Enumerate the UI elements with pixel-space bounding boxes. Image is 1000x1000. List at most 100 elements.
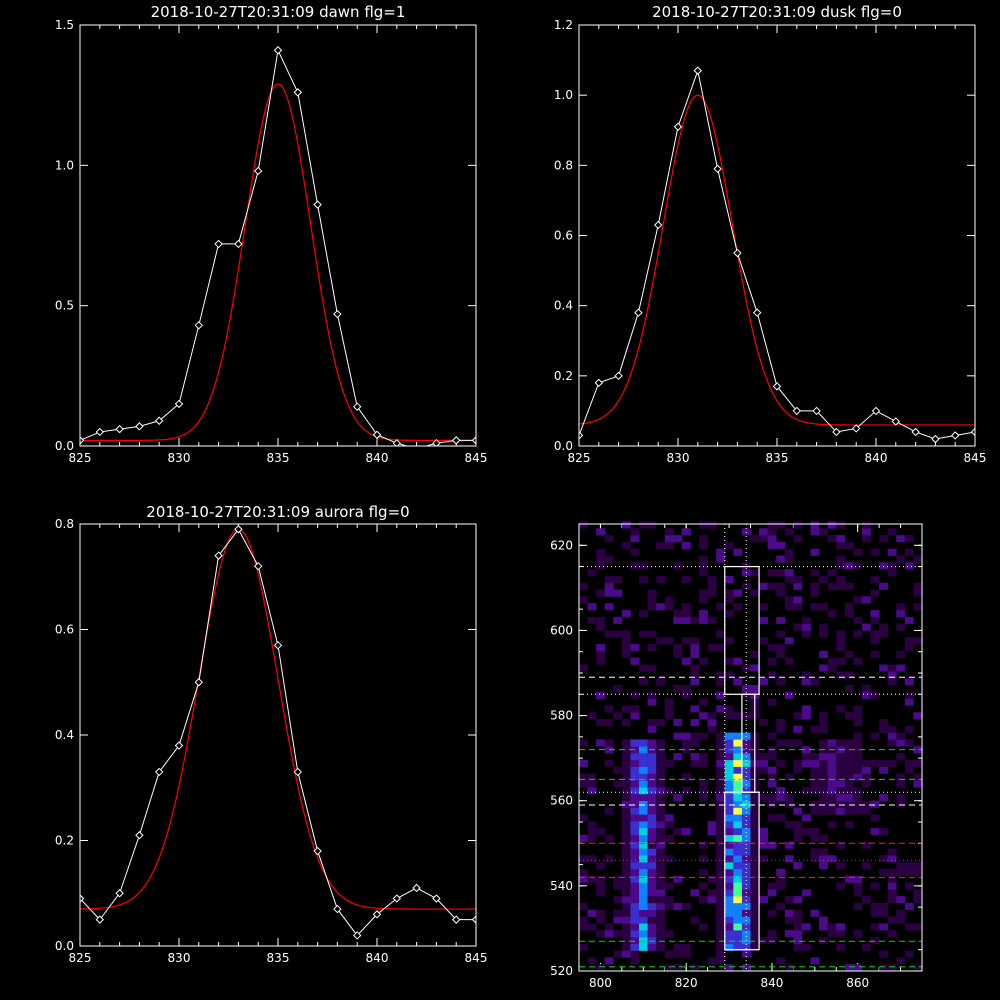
plot-frame bbox=[79, 24, 477, 447]
heatmap-cell bbox=[621, 637, 631, 645]
data-point bbox=[653, 220, 663, 230]
heatmap-cell bbox=[733, 827, 743, 836]
y-tick-label: 620 bbox=[550, 538, 573, 552]
heatmap-cell bbox=[673, 753, 683, 761]
heatmap-cell bbox=[647, 909, 657, 917]
heatmap-cell bbox=[870, 548, 880, 556]
heatmap-cell bbox=[621, 718, 631, 727]
data-point bbox=[313, 200, 322, 209]
heatmap-cell bbox=[681, 603, 691, 611]
heatmap-cell bbox=[853, 630, 863, 638]
heatmap-cell bbox=[844, 964, 854, 972]
heatmap-cell bbox=[707, 589, 717, 597]
heatmap-cell bbox=[870, 609, 880, 618]
heatmap-cell bbox=[647, 875, 657, 883]
heatmap-cell bbox=[621, 541, 631, 549]
heatmap-cell bbox=[621, 793, 631, 802]
data-point bbox=[214, 551, 223, 560]
heatmap-cell bbox=[681, 616, 691, 624]
heatmap-cell bbox=[750, 800, 760, 808]
heatmap-cell bbox=[621, 814, 631, 822]
heatmap-cell bbox=[664, 528, 674, 536]
heatmap-cell bbox=[819, 855, 828, 863]
heatmap-cell bbox=[656, 807, 666, 815]
heatmap-cell bbox=[673, 827, 683, 836]
heatmap-cell bbox=[861, 766, 871, 774]
heatmap-cell bbox=[707, 712, 717, 720]
heatmap-cell bbox=[664, 930, 674, 938]
heatmap-cell bbox=[913, 555, 923, 563]
heatmap-cell bbox=[733, 548, 743, 556]
heatmap-cell bbox=[879, 902, 889, 910]
heatmap-cell bbox=[716, 889, 726, 897]
heatmap-cell bbox=[647, 834, 657, 842]
heatmap-cell bbox=[861, 773, 871, 781]
x-tick-label: 835 bbox=[766, 451, 789, 465]
heatmap-cell bbox=[639, 630, 648, 638]
heatmap-cell bbox=[630, 814, 640, 822]
heatmap-cell bbox=[853, 616, 863, 624]
heatmap-cell bbox=[699, 535, 708, 543]
data-point bbox=[333, 309, 342, 319]
heatmap-cell bbox=[699, 882, 708, 890]
heatmap-cell bbox=[604, 582, 614, 590]
heatmap-cell bbox=[776, 957, 786, 965]
plot-area bbox=[80, 46, 476, 446]
heatmap-cell bbox=[896, 896, 906, 904]
heatmap-cell bbox=[844, 739, 854, 747]
heatmap-cell bbox=[656, 936, 666, 945]
heatmap-cell bbox=[707, 575, 717, 584]
heatmap-cell bbox=[750, 589, 760, 597]
y-tick-label: 520 bbox=[550, 964, 573, 978]
heatmap-cell bbox=[647, 603, 657, 611]
heatmap-cell bbox=[750, 848, 760, 856]
heatmap-cell bbox=[613, 882, 623, 890]
heatmap-cell bbox=[604, 535, 614, 543]
heatmap-cell bbox=[836, 780, 846, 788]
heatmap-cell bbox=[639, 855, 648, 863]
heatmap-cell bbox=[639, 664, 648, 672]
heatmap-cell bbox=[750, 923, 760, 931]
heatmap-cell bbox=[630, 889, 640, 897]
heatmap-cell bbox=[741, 793, 751, 802]
heatmap-cell bbox=[887, 548, 897, 556]
heatmap-cell bbox=[639, 909, 648, 917]
heatmap-cell bbox=[656, 637, 666, 645]
heatmap-cell bbox=[861, 807, 871, 815]
heatmap-panel: 800 820 840 860 520 540 560 580 600 620 bbox=[550, 521, 923, 990]
heatmap-cell bbox=[630, 902, 640, 910]
heatmap-cell bbox=[784, 691, 794, 699]
heatmap-cell bbox=[870, 827, 880, 836]
heatmap-cell bbox=[827, 569, 837, 577]
heatmap-cell bbox=[596, 548, 606, 556]
heatmap-cell bbox=[613, 589, 623, 597]
heatmap-cell bbox=[879, 582, 889, 590]
heatmap-cell bbox=[887, 848, 897, 856]
heatmap-cell bbox=[733, 759, 743, 767]
data-point bbox=[970, 427, 975, 437]
heatmap-cell bbox=[630, 562, 640, 570]
heatmap-cell bbox=[724, 875, 734, 883]
heatmap-cell bbox=[879, 623, 889, 631]
heatmap-cell bbox=[630, 923, 640, 931]
heatmap-cell bbox=[896, 916, 906, 924]
heatmap-cell bbox=[844, 753, 854, 761]
heatmap-cell bbox=[724, 609, 734, 618]
heatmap-cell bbox=[879, 793, 889, 802]
heatmap-cell bbox=[656, 827, 666, 836]
heatmap-cell bbox=[621, 773, 631, 781]
heatmap-cell bbox=[853, 930, 863, 938]
heatmap-cell bbox=[699, 759, 708, 767]
data-point bbox=[792, 406, 802, 416]
heatmap-cell bbox=[639, 834, 648, 842]
heatmap-cell bbox=[579, 814, 588, 822]
heatmap-cell bbox=[776, 521, 786, 529]
heatmap-cell bbox=[673, 684, 683, 693]
heatmap-cell bbox=[793, 821, 803, 829]
heatmap-cell bbox=[767, 644, 777, 652]
heatmap-cell bbox=[819, 773, 828, 781]
heatmap-cell bbox=[836, 562, 846, 570]
heatmap-cell bbox=[596, 691, 606, 699]
heatmap-cell bbox=[724, 943, 734, 951]
heatmap-cell bbox=[844, 787, 854, 795]
